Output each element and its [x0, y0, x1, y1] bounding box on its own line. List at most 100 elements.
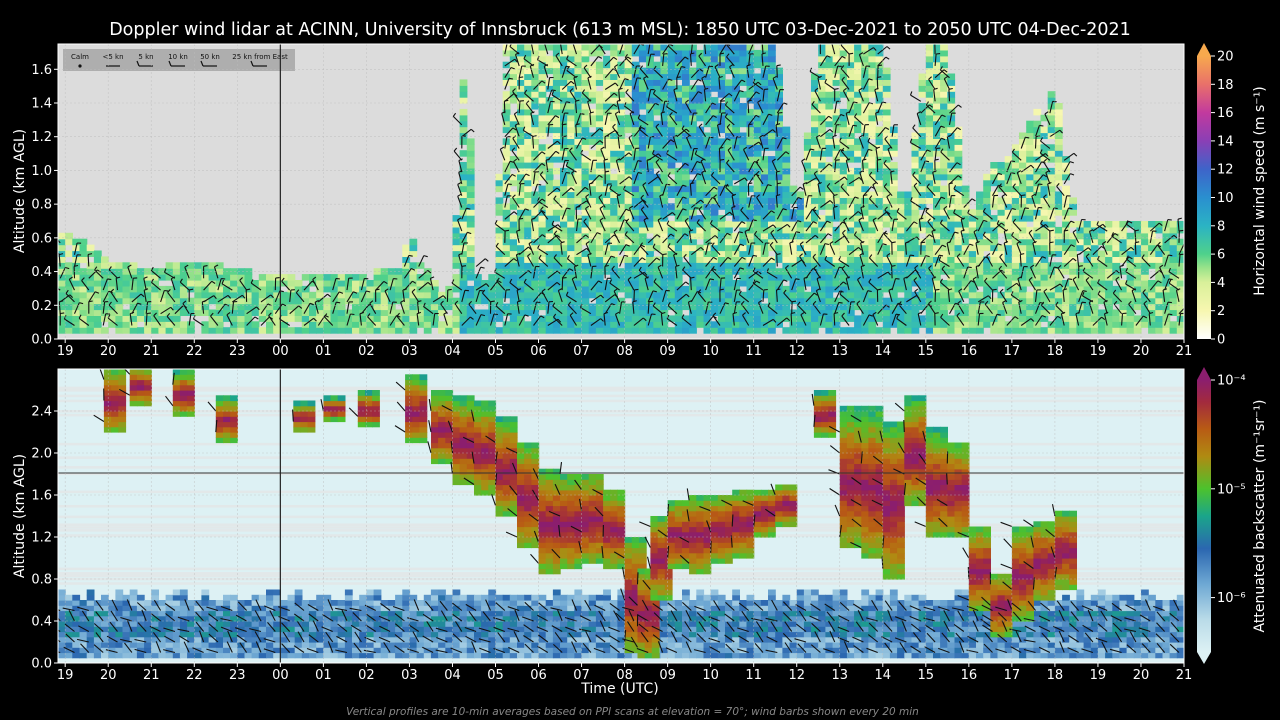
x-tick-label: 11: [745, 344, 762, 359]
y-tick-label: 0.0: [31, 657, 52, 672]
x-tick-label: 19: [57, 668, 74, 683]
x-tick-label: 23: [229, 668, 246, 683]
colorbar-tick-label: 4: [1217, 276, 1225, 291]
y-tick-label: 1.2: [31, 531, 52, 546]
colorbar-tick-label: 0: [1217, 333, 1225, 348]
x-tick-label: 05: [487, 344, 504, 359]
x-tick-label: 11: [745, 668, 762, 683]
x-tick-label: 05: [487, 668, 504, 683]
x-tick-label: 12: [788, 344, 805, 359]
x-tick-label: 20: [100, 668, 117, 683]
x-tick-label: 18: [1047, 344, 1064, 359]
x-tick-label: 10: [702, 668, 719, 683]
x-tick-label: 12: [788, 668, 805, 683]
x-tick-label: 08: [616, 668, 633, 683]
x-tick-label: 16: [961, 668, 978, 683]
colorbar-tick-label: 10⁻⁶: [1217, 591, 1246, 606]
wind-speed-colorbar-label: Horizontal wind speed (m s⁻¹): [1252, 86, 1268, 296]
legend-label: 50 kn: [200, 53, 220, 61]
y-tick-label: 0.4: [31, 265, 52, 280]
x-tick-label: 01: [315, 668, 332, 683]
x-tick-label: 21: [1176, 344, 1193, 359]
legend-label: <5 kn: [102, 53, 123, 61]
y-tick-label: 2.4: [31, 405, 52, 420]
x-tick-label: 02: [358, 344, 375, 359]
colorbar-tick-label: 10: [1217, 191, 1234, 206]
x-tick-label: 10: [702, 344, 719, 359]
backscatter-y-axis-label: Altitude (km AGL): [12, 454, 28, 578]
x-tick-label: 14: [875, 344, 892, 359]
y-tick-label: 0.2: [31, 299, 52, 314]
x-tick-label: 15: [918, 668, 935, 683]
colorbar-tick-label: 14: [1217, 134, 1234, 149]
x-tick-label: 03: [401, 668, 418, 683]
x-tick-label: 20: [100, 344, 117, 359]
wind-speed-y-axis-label: Altitude (km AGL): [12, 129, 28, 253]
colorbar-tick-label: 2: [1217, 304, 1225, 319]
chart-title: Doppler wind lidar at ACINN, University …: [109, 20, 1131, 40]
colorbar-tick-label: 16: [1217, 106, 1234, 121]
y-tick-label: 0.0: [31, 333, 52, 348]
x-tick-label: 18: [1047, 668, 1064, 683]
x-tick-label: 00: [272, 668, 289, 683]
x-tick-label: 14: [875, 668, 892, 683]
legend-barb: [78, 64, 82, 68]
x-tick-label: 13: [831, 668, 848, 683]
y-tick-label: 0.6: [31, 231, 52, 246]
y-tick-label: 1.2: [31, 130, 52, 145]
x-tick-label: 06: [530, 344, 547, 359]
x-tick-label: 03: [401, 344, 418, 359]
colorbar-tick-label: 18: [1217, 78, 1234, 93]
backscatter-colorbar: 10⁻⁴ 10⁻⁵ 10⁻⁶ Attenuated backscatter (m⁻¹…: [1197, 367, 1268, 664]
x-tick-label: 23: [229, 344, 246, 359]
x-tick-label: 07: [573, 668, 590, 683]
x-tick-label: 00: [272, 344, 289, 359]
figure-footnote: Vertical profiles are 10-min averages ba…: [346, 706, 919, 718]
y-tick-label: 1.0: [31, 164, 52, 179]
x-tick-label: 08: [616, 344, 633, 359]
backscatter-colorbar-label: Attenuated backscatter (m⁻¹sr⁻¹): [1252, 400, 1268, 633]
x-tick-label: 19: [1090, 344, 1107, 359]
y-tick-label: 2.0: [31, 447, 52, 462]
x-tick-label: 09: [659, 344, 676, 359]
y-tick-label: 1.4: [31, 97, 52, 112]
colorbar-tick-label: 10⁻⁴: [1217, 374, 1246, 389]
x-tick-label: 22: [186, 668, 203, 683]
x-tick-label: 06: [530, 668, 547, 683]
legend-label: 25 kn from East: [232, 53, 288, 61]
wind-speed-colorbar-ramp: [1197, 56, 1211, 339]
x-tick-label: 21: [143, 344, 160, 359]
colorbar-tick-label: 10⁻⁵: [1217, 482, 1246, 497]
x-tick-label: 19: [1090, 668, 1107, 683]
backscatter-panel: 19 20 21 22 23 00 01 02 03 04 05 06 07 08 09 10 11 12 13 14…: [12, 368, 1193, 697]
x-tick-label: 09: [659, 668, 676, 683]
legend-label: 5 kn: [138, 53, 153, 61]
y-tick-label: 1.6: [31, 489, 52, 504]
x-tick-label: 04: [444, 344, 461, 359]
colorbar-tick-label: 12: [1217, 163, 1234, 178]
x-tick-label: 04: [444, 668, 461, 683]
wind-speed-panel: Calm <5 kn 5 kn 10 kn 50 kn 25 kn from East 1…: [12, 43, 1193, 359]
barb-legend: Calm <5 kn 5 kn 10 kn 50 kn 25 kn from East: [63, 49, 295, 71]
x-tick-label: 17: [1004, 344, 1021, 359]
x-tick-label: 21: [1176, 668, 1193, 683]
x-tick-label: 15: [918, 344, 935, 359]
x-tick-label: 17: [1004, 668, 1021, 683]
x-tick-label: 07: [573, 344, 590, 359]
y-tick-label: 0.8: [31, 573, 52, 588]
x-tick-label: 20: [1133, 668, 1150, 683]
x-tick-label: 21: [143, 668, 160, 683]
backscatter-x-axis-label: Time (UTC): [580, 681, 658, 697]
x-tick-label: 02: [358, 668, 375, 683]
y-tick-label: 1.6: [31, 63, 52, 78]
y-tick-label: 0.4: [31, 615, 52, 630]
y-tick-label: 0.8: [31, 198, 52, 213]
colorbar-tick-label: 20: [1217, 50, 1234, 65]
x-tick-label: 20: [1133, 344, 1150, 359]
colorbar-tick-label: 8: [1217, 219, 1225, 234]
legend-label: 10 kn: [168, 53, 188, 61]
x-tick-label: 01: [315, 344, 332, 359]
x-tick-label: 16: [961, 344, 978, 359]
backscatter-colorbar-ramp: [1197, 380, 1211, 652]
